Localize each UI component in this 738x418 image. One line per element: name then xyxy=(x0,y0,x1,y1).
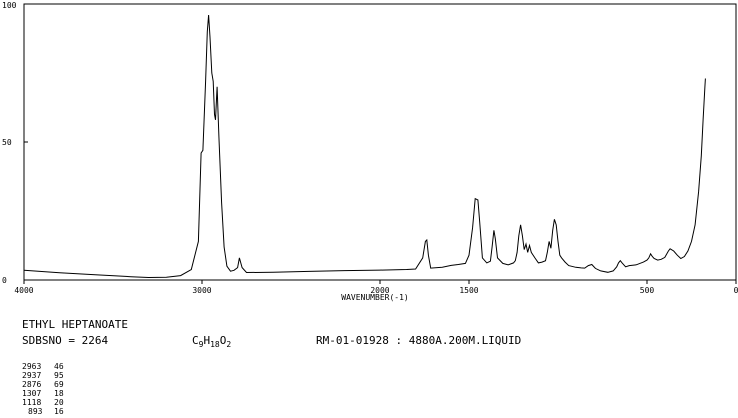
molecular-formula: C9H18O2 xyxy=(192,334,231,349)
peak-wavenumber: 893 xyxy=(28,407,43,416)
table-row: 893 16 xyxy=(22,407,76,416)
x-tick-label: 4000 xyxy=(14,286,33,295)
peak-intensity: 95 xyxy=(54,371,64,380)
peak-wavenumber: 2876 xyxy=(22,380,42,389)
peak-intensity: 18 xyxy=(54,389,64,398)
peak-wavenumber: 1118 xyxy=(22,398,42,407)
compound-name: ETHYL HEPTANOATE xyxy=(22,318,128,331)
measurement-conditions: RM-01-01928 : 4880A.200M.LIQUID xyxy=(316,334,522,347)
peak-table: 2963 46 2937 95 2876 69 1307 18 1118 20 893 16 xyxy=(22,362,76,416)
x-tick-label: 500 xyxy=(640,286,655,295)
peak-wavenumber: 2937 xyxy=(22,371,42,380)
peak-intensity: 69 xyxy=(54,380,64,389)
x-tick-label: 1500 xyxy=(459,286,478,295)
raman-spectrum-chart: 4000 3000 2000 1500 500 0 0 50 100 WAVENUMBER(-… xyxy=(2,1,738,302)
formula-subscript: 9 xyxy=(198,340,204,350)
sdbs-number: SDBSNO = 2264 xyxy=(22,334,109,347)
peak-wavenumber: 1307 xyxy=(22,389,42,398)
formula-subscript: 18 xyxy=(210,340,220,350)
peak-wavenumber: 2963 xyxy=(22,362,42,371)
x-axis-label: WAVENUMBER(-1) xyxy=(341,293,408,302)
plot-frame xyxy=(23,3,737,281)
table-row: 1307 18 xyxy=(22,389,76,398)
table-row: 2937 95 xyxy=(22,371,76,380)
plot-border xyxy=(23,3,737,281)
peak-intensity: 46 xyxy=(54,362,64,371)
x-tick-label: 2000 xyxy=(370,286,389,295)
table-row: 2876 69 xyxy=(22,380,76,389)
series-line xyxy=(23,14,706,279)
y-tick-label: 50 xyxy=(2,138,12,147)
y-tick-label: 0 xyxy=(2,276,7,285)
x-tick-label: 0 xyxy=(734,286,738,295)
table-row: 1118 20 xyxy=(22,398,76,407)
x-axis: 4000 3000 2000 1500 500 0 xyxy=(14,280,738,295)
peak-intensity: 16 xyxy=(54,407,64,416)
x-tick-label: 3000 xyxy=(192,286,211,295)
y-tick-label: 100 xyxy=(2,1,17,10)
table-row: 2963 46 xyxy=(22,362,76,371)
formula-subscript: 2 xyxy=(226,340,232,350)
y-axis: 0 50 100 xyxy=(2,1,28,285)
peak-intensity: 20 xyxy=(54,398,64,407)
formula-element: O xyxy=(219,334,227,347)
formula-element: C xyxy=(192,334,199,347)
formula-element: H xyxy=(203,334,211,347)
